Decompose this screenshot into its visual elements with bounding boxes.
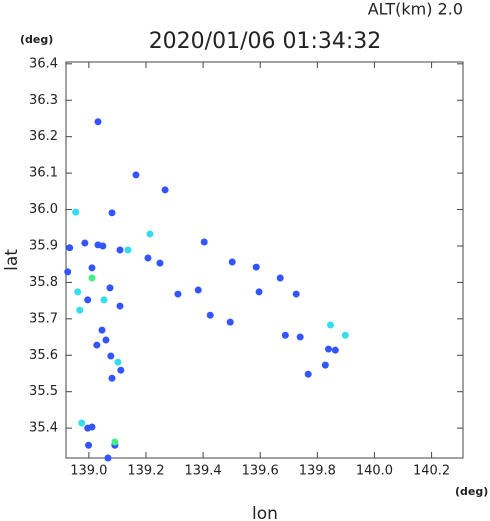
echo-point bbox=[88, 423, 96, 431]
y-tick-label: 35.4 bbox=[29, 421, 58, 436]
echo-point bbox=[194, 286, 202, 294]
echo-point bbox=[156, 259, 164, 267]
x-tick-label: 139.8 bbox=[299, 464, 336, 479]
echo-point bbox=[88, 264, 96, 272]
echo-point bbox=[206, 311, 214, 319]
x-tick-label: 139.4 bbox=[184, 464, 221, 479]
echo-point bbox=[114, 358, 122, 366]
x-unit: (deg) bbox=[455, 485, 488, 498]
echo-point bbox=[111, 438, 119, 446]
echo-point bbox=[124, 246, 132, 254]
echo-point bbox=[228, 258, 236, 266]
echo-point bbox=[132, 171, 140, 179]
echo-point bbox=[99, 242, 107, 250]
echo-point bbox=[296, 333, 304, 341]
echo-point bbox=[85, 441, 93, 449]
y-tick-label: 35.6 bbox=[29, 348, 58, 363]
x-tick-label: 139.2 bbox=[127, 464, 164, 479]
x-tick-label: 140.0 bbox=[356, 464, 393, 479]
echo-point bbox=[64, 268, 72, 276]
echo-point bbox=[74, 288, 82, 296]
echo-point bbox=[93, 341, 101, 349]
echo-point bbox=[107, 352, 115, 360]
echo-point bbox=[326, 321, 334, 329]
echo-point bbox=[102, 336, 110, 344]
echo-point bbox=[324, 345, 332, 353]
echo-point bbox=[88, 274, 96, 282]
y-tick-label: 36.2 bbox=[29, 129, 58, 144]
x-axis-label: lon bbox=[252, 504, 278, 521]
echo-point bbox=[146, 230, 154, 238]
y-unit: (deg) bbox=[20, 33, 53, 46]
echo-point bbox=[106, 284, 114, 292]
echo-point bbox=[304, 370, 312, 378]
y-tick-label: 36.0 bbox=[29, 202, 58, 217]
echo-point bbox=[108, 209, 116, 217]
x-tick-label: 140.2 bbox=[413, 464, 450, 479]
y-tick-label: 36.1 bbox=[29, 166, 58, 181]
echo-point bbox=[292, 290, 300, 298]
echo-point bbox=[116, 302, 124, 310]
echo-point bbox=[226, 318, 234, 326]
y-tick-label: 36.4 bbox=[29, 56, 58, 71]
echo-point bbox=[66, 244, 74, 252]
plot-frame bbox=[65, 61, 464, 459]
x-tick-label: 139.6 bbox=[242, 464, 279, 479]
echo-point bbox=[116, 246, 124, 254]
echo-point bbox=[104, 454, 112, 462]
echo-point bbox=[281, 331, 289, 339]
altitude-label: ALT(km) 2.0 bbox=[368, 0, 463, 19]
echo-point bbox=[200, 238, 208, 246]
echo-point bbox=[144, 254, 152, 262]
echo-point bbox=[252, 263, 260, 271]
echo-point bbox=[100, 296, 108, 304]
echo-point bbox=[108, 374, 116, 382]
echo-point bbox=[331, 346, 339, 354]
echo-point bbox=[84, 296, 92, 304]
echo-point bbox=[117, 366, 125, 374]
y-tick-label: 35.9 bbox=[29, 238, 58, 253]
echo-point bbox=[321, 361, 329, 369]
echo-point bbox=[161, 186, 169, 194]
echo-point bbox=[98, 326, 106, 334]
y-tick-label: 35.8 bbox=[29, 275, 58, 290]
echo-point bbox=[276, 274, 284, 282]
echo-point bbox=[78, 419, 86, 427]
echo-point bbox=[72, 208, 80, 216]
echo-point bbox=[94, 118, 102, 126]
y-axis-label: lat bbox=[2, 249, 22, 271]
echo-point bbox=[255, 288, 263, 296]
y-tick-label: 36.3 bbox=[29, 93, 58, 108]
y-tick-label: 35.7 bbox=[29, 311, 58, 326]
echo-point bbox=[81, 239, 89, 247]
echo-point bbox=[76, 306, 84, 314]
chart-title: 2020/01/06 01:34:32 bbox=[149, 29, 382, 54]
echo-point bbox=[174, 290, 182, 298]
x-tick-label: 139.0 bbox=[70, 464, 107, 479]
y-tick-label: 35.5 bbox=[29, 384, 58, 399]
echo-point bbox=[341, 331, 349, 339]
